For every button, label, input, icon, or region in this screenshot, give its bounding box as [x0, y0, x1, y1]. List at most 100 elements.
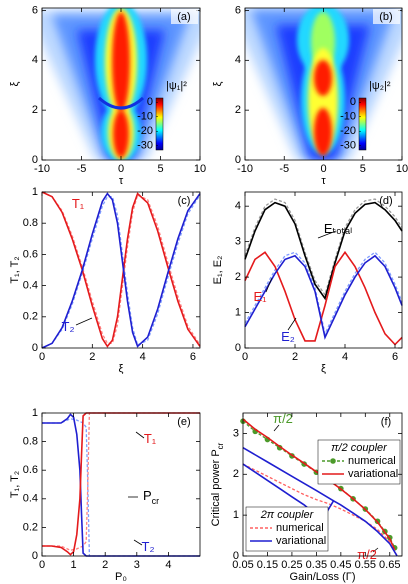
y-tick-label: 4	[32, 54, 38, 66]
colorbar-tick-label: 0	[350, 96, 356, 108]
x-tick-label: 10	[396, 163, 408, 175]
y-tick-label: 0.2	[23, 311, 38, 323]
legend-label: numerical	[348, 455, 396, 467]
annotation: π/2	[273, 411, 293, 426]
series-line	[41, 191, 201, 348]
y-tick-label: 0.8	[23, 436, 38, 448]
legend-marker	[330, 458, 336, 464]
x-tick-label: 4	[165, 559, 171, 571]
y-tick-label: 1	[32, 407, 38, 419]
x-tick-label: 0.15	[257, 559, 278, 571]
annotation-arrow	[287, 317, 297, 331]
x-tick-label: 0	[39, 351, 45, 363]
annotation-text: T₁	[144, 431, 157, 446]
colorbar-label: |ψ₂|²	[369, 80, 391, 92]
x-tick-label: 6	[392, 351, 398, 363]
x-tick-label: 5	[360, 163, 366, 175]
heatmap-a	[42, 8, 200, 160]
legend-box	[245, 506, 329, 552]
x-tick-label: 0.45	[330, 559, 351, 571]
series-line	[242, 463, 398, 557]
annotation: E₁	[253, 289, 267, 304]
x-tick-label: 1	[71, 559, 77, 571]
annotation: π/2	[357, 547, 377, 562]
annotation: T₁	[144, 431, 157, 446]
y-tick-label: 0.4	[23, 493, 38, 505]
panel-label-bg	[171, 9, 198, 24]
y-axis-label: ξ	[212, 81, 224, 86]
annotation-text: T₂	[142, 539, 155, 554]
colorbar-tick-label: -10	[340, 111, 356, 123]
legend-title: 2π coupler	[260, 509, 315, 521]
legend-label: variational	[276, 535, 326, 547]
x-axis-label: τ	[321, 175, 326, 187]
y-tick-label: 0	[235, 154, 241, 166]
x-tick-label: 0.35	[306, 559, 327, 571]
y-tick-label: 3	[233, 427, 239, 439]
plot-frame	[244, 191, 403, 349]
annotation-arrow	[273, 424, 280, 432]
y-tick-label: 2	[32, 104, 38, 116]
colorbar-tick-label: -20	[340, 125, 356, 137]
y-axis-label-sub: cr	[216, 442, 225, 449]
y-tick-label: 4	[235, 54, 241, 66]
colorbar-label: |ψ₁|²	[166, 80, 187, 92]
annotation-text: π/2	[357, 547, 377, 562]
y-tick-label: 1	[233, 509, 239, 521]
series-line	[244, 250, 403, 346]
x-tick-label: 0	[320, 163, 326, 175]
series-line	[42, 418, 200, 557]
x-tick-label: 10	[194, 163, 206, 175]
y-tick-label: 0.6	[23, 248, 38, 260]
annotation-text: P	[143, 488, 152, 503]
legend-label: variational	[348, 468, 398, 480]
y-tick-label: 3	[235, 236, 241, 248]
y-tick-label: 0.6	[23, 464, 38, 476]
y-tick-label: 0.2	[23, 521, 38, 533]
y-tick-label: 1	[32, 186, 38, 198]
panel-label: (c)	[178, 195, 191, 207]
x-axis-label: Gain/Loss (Γ)	[290, 571, 356, 583]
x-tick-label: 0.55	[355, 559, 376, 571]
plot-frame	[41, 191, 201, 349]
y-axis-label: T₁, T₂	[9, 256, 21, 283]
annotation: Eₜₒₜₐₗ	[324, 221, 352, 236]
colorbar	[358, 97, 367, 151]
x-tick-label: 5	[157, 163, 163, 175]
y-axis-label-main: Critical power P	[210, 449, 222, 526]
x-axis-label: τ	[119, 175, 124, 187]
y-tick-label: 2	[235, 104, 241, 116]
y-axis-label: E₁, E₂	[212, 256, 224, 285]
colorbar-tick-label: 0	[147, 96, 153, 108]
annotation-text: E₂	[281, 329, 295, 344]
annotation: T₂	[62, 319, 75, 334]
y-tick-label: 1	[235, 306, 241, 318]
series-line	[244, 198, 403, 297]
annotation-arrow	[372, 547, 379, 553]
annotation-text: E₁	[253, 289, 267, 304]
y-axis-label: ξ	[9, 81, 21, 86]
x-tick-label: 0	[39, 559, 45, 571]
x-axis-label: P₀	[115, 571, 127, 583]
x-axis-label: ξ	[321, 363, 326, 375]
colorbar-tick-label: -30	[340, 140, 356, 152]
colorbar-tick-label: -10	[137, 111, 153, 123]
annotation: T₂	[142, 539, 155, 554]
y-tick-label: 6	[32, 4, 38, 16]
series-line	[42, 412, 200, 551]
x-tick-label: 0.25	[281, 559, 302, 571]
x-tick-label: 0.65	[379, 559, 400, 571]
annotation-arrow	[75, 317, 93, 326]
legend-label: numerical	[276, 522, 324, 534]
annotation-text: T₂	[62, 319, 75, 334]
annotation-sub: cr	[152, 496, 160, 506]
x-axis-label: ξ	[119, 363, 124, 375]
annotation: Pcr	[143, 488, 159, 506]
series-line	[41, 192, 201, 349]
x-tick-label: 3	[134, 559, 140, 571]
series-line	[41, 191, 201, 346]
legend-title: π/2 coupler	[331, 442, 388, 454]
annotation-text: T₁	[72, 196, 85, 211]
panel-label: (d)	[379, 195, 392, 207]
